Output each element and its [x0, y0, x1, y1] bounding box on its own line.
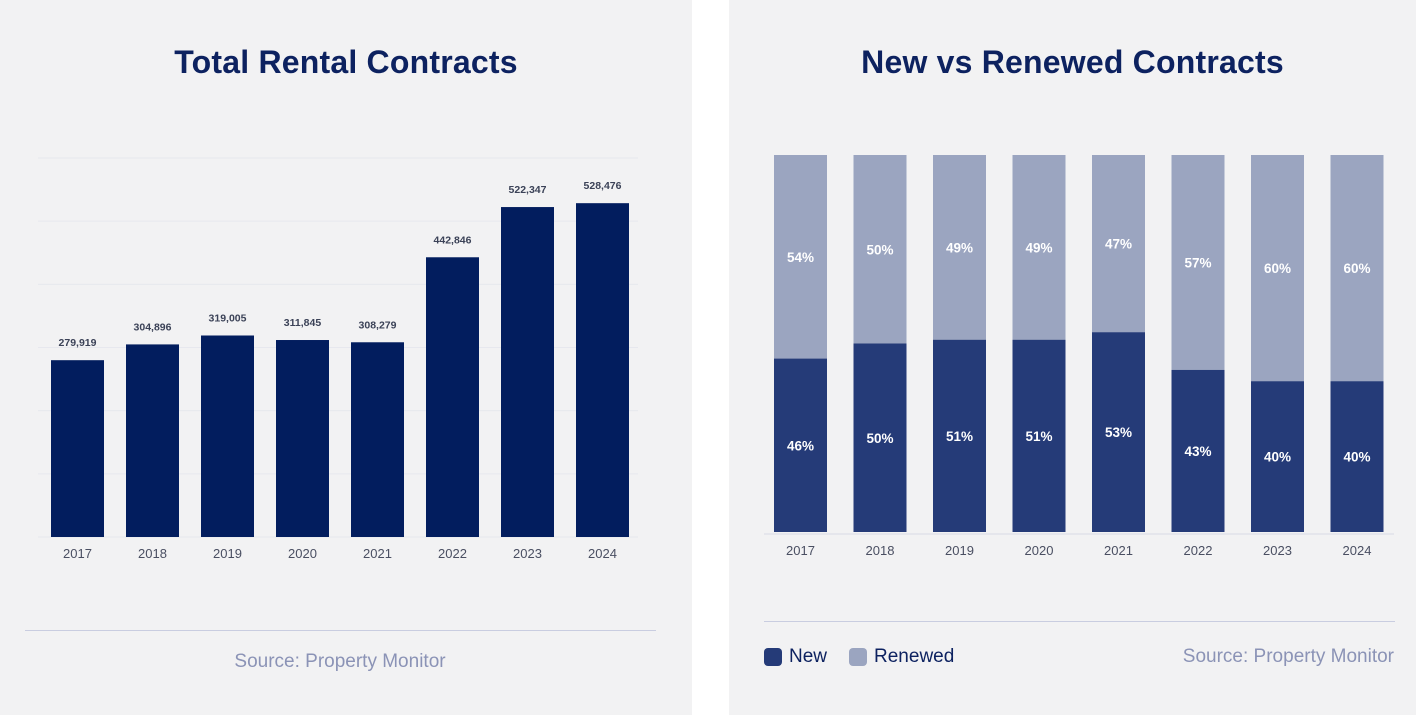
legend-item-renewed: Renewed [849, 646, 954, 668]
bar [201, 335, 254, 537]
data-label-renewed: 47% [1105, 237, 1132, 252]
bar [426, 257, 479, 537]
x-tick-label: 2018 [138, 546, 167, 561]
bar-new [1012, 339, 1066, 532]
new-vs-renewed-panel: New vs Renewed Contracts 54% 46% 2017 50% 50… [729, 0, 1416, 715]
bar [126, 344, 179, 537]
data-label: 528,476 [584, 180, 622, 192]
legend-swatch-new [764, 648, 782, 666]
x-tick-label: 2019 [213, 546, 242, 561]
chart-title: Total Rental Contracts [174, 44, 518, 80]
data-label: 319,005 [209, 312, 247, 324]
data-label-renewed: 60% [1343, 261, 1370, 276]
legend-item-new: New [764, 646, 827, 668]
bar-renewed [1251, 155, 1304, 382]
data-label-new: 51% [946, 429, 973, 444]
bar-renewed [853, 155, 907, 344]
x-tick-label: 2020 [288, 546, 317, 561]
legend-label-new: New [789, 646, 828, 667]
data-label: 442,846 [434, 234, 472, 246]
x-tick-label: 2017 [63, 546, 92, 561]
legend-swatch-renewed [849, 648, 868, 666]
data-label: 308,279 [359, 319, 397, 331]
data-label-renewed: 57% [1184, 255, 1211, 270]
data-label-new: 51% [1025, 429, 1052, 444]
x-tick-label: 2024 [588, 546, 617, 561]
data-label-renewed: 60% [1264, 261, 1291, 276]
source-note: Source: Property Monitor [234, 651, 446, 672]
data-label-renewed: 54% [787, 250, 814, 265]
x-tick-label: 2021 [1104, 543, 1133, 558]
bar-renewed [1012, 155, 1066, 340]
chart-title: New vs Renewed Contracts [861, 44, 1284, 80]
bar-renewed [933, 155, 986, 340]
data-label: 522,347 [509, 184, 547, 196]
bar-new [1251, 381, 1304, 532]
x-tick-label: 2023 [1263, 543, 1292, 558]
bar-new [1092, 332, 1145, 532]
bar-new [853, 343, 907, 532]
data-label-renewed: 49% [1025, 240, 1052, 255]
data-label-renewed: 50% [866, 242, 893, 257]
data-label-renewed: 49% [946, 240, 973, 255]
bar-new [1330, 381, 1384, 532]
bar-renewed [1171, 155, 1225, 370]
divider [25, 630, 656, 631]
legend-label-renewed: Renewed [874, 646, 955, 667]
total-contracts-bar-chart: 279,919 2017 304,896 2018 319,005 2019 311,845… [38, 157, 638, 561]
x-tick-label: 2024 [1343, 543, 1372, 558]
data-label-new: 53% [1105, 425, 1132, 440]
bar [51, 360, 104, 537]
x-tick-label: 2023 [513, 546, 542, 561]
x-tick-label: 2018 [866, 543, 895, 558]
bar-renewed [1330, 155, 1384, 382]
x-tick-label: 2022 [1184, 543, 1213, 558]
data-label-new: 43% [1184, 444, 1211, 459]
bar [351, 342, 404, 537]
bar [501, 207, 554, 537]
bar-new [933, 339, 986, 532]
x-tick-label: 2017 [786, 543, 815, 558]
data-label-new: 40% [1343, 450, 1370, 465]
chart-legend: New Renewed [764, 646, 954, 668]
bar-new [774, 358, 827, 532]
divider [764, 621, 1395, 622]
data-label-new: 40% [1264, 450, 1291, 465]
source-note: Source: Property Monitor [1182, 646, 1394, 667]
data-label: 304,896 [134, 321, 172, 333]
new-vs-renewed-stacked-chart: 54% 46% 2017 50% 50% 2018 49% 51% 2019 49% 51% 2020… [764, 155, 1394, 558]
bar [276, 340, 329, 537]
data-label-new: 46% [787, 438, 814, 453]
data-label: 279,919 [59, 337, 97, 349]
x-tick-label: 2020 [1025, 543, 1054, 558]
x-tick-label: 2019 [945, 543, 974, 558]
bar-new [1171, 369, 1225, 532]
bar-renewed [1092, 155, 1145, 333]
data-label-new: 50% [866, 431, 893, 446]
total-contracts-panel: Total Rental Contracts 279,919 2017 304,89… [0, 0, 692, 715]
x-tick-label: 2021 [363, 546, 392, 561]
bar-renewed [774, 155, 827, 359]
bar [576, 203, 629, 537]
x-tick-label: 2022 [438, 546, 467, 561]
data-label: 311,845 [284, 317, 322, 329]
